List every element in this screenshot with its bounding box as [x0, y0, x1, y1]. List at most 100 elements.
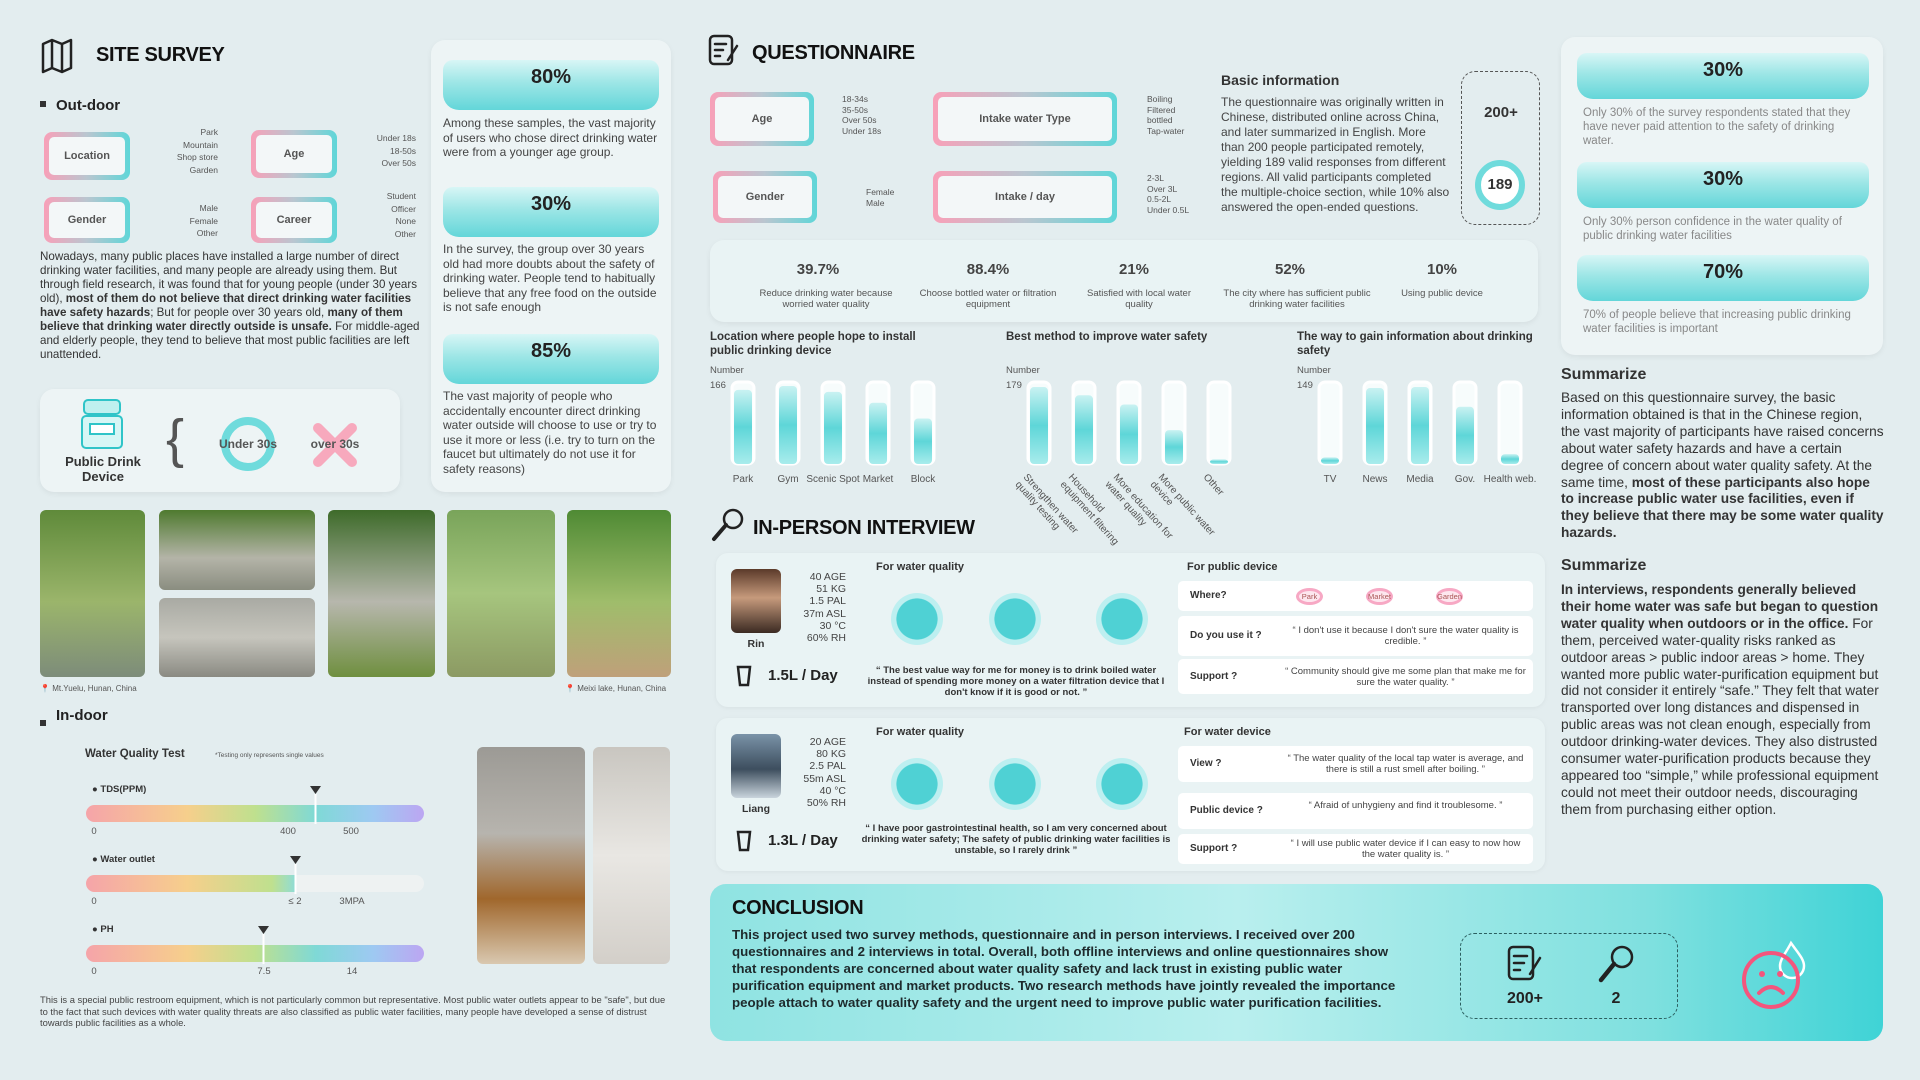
x-tick-label: Gym [777, 474, 799, 485]
form-icon [708, 34, 739, 66]
x-tick-label: Block [910, 474, 936, 485]
heading: For water quality [876, 561, 965, 573]
chart-plot: 149 [1297, 380, 1523, 466]
bar [824, 391, 842, 464]
test-title: Water Quality Test [85, 748, 185, 760]
y-tick-label: 179 [1006, 380, 1022, 391]
badge-box [1461, 71, 1540, 225]
portrait [731, 734, 781, 798]
chart: Location where people hope to install pu… [708, 330, 940, 500]
caption: Mt.Yuelu, Hunan, China [52, 684, 137, 693]
question: View ? [1190, 758, 1222, 769]
where-option: Park [1296, 587, 1323, 605]
stat: 1.5 PAL [809, 595, 846, 608]
summary-text: Based on this questionnaire survey, the … [1561, 390, 1885, 542]
chart-title: Location where people hope to install pu… [710, 331, 916, 357]
question: Support ? [1190, 843, 1238, 854]
factor-options: Female Male [866, 187, 916, 208]
tube [1317, 380, 1343, 466]
y-tick-label: 149 [1297, 380, 1313, 391]
cup-icon [736, 665, 752, 687]
chart-plot: 166 [710, 380, 936, 466]
option: 2-3L [1147, 173, 1165, 183]
option: Male [199, 203, 218, 213]
option: 0.5-2L [1147, 194, 1172, 204]
text: PH [100, 924, 114, 935]
subheading: Out-door [56, 97, 121, 114]
text: Water outlet [100, 854, 155, 865]
chart-title: Best method to improve water safety [1006, 331, 1208, 343]
bar [914, 418, 932, 464]
quote: “ The best value way for me for money is… [867, 665, 1165, 698]
badge: 189 [1487, 176, 1513, 193]
insight-text: Only 30% of the survey respondents state… [1583, 107, 1851, 147]
stat-value: 52% [1274, 261, 1306, 278]
section-title: SITE SURVEY [96, 44, 225, 66]
stat-label: Using public device [1401, 288, 1483, 299]
bar [1366, 388, 1384, 464]
stat: 51 KG [816, 583, 846, 596]
cup [736, 830, 752, 852]
photo [477, 747, 585, 964]
factor-box: Career [251, 197, 337, 243]
section-title: CONCLUSION [732, 897, 864, 919]
stat-value: 10% [1426, 261, 1458, 278]
bar [1321, 457, 1339, 464]
scale-tick: 0 [91, 896, 97, 907]
factor-label: Gender [49, 202, 125, 238]
bar [1456, 406, 1474, 464]
stat-label: Reduce drinking water because worried wa… [759, 288, 893, 310]
stat: 40 AGE [809, 571, 846, 583]
answer: “ I will use public water device if I ca… [1290, 838, 1521, 860]
where-option: Garden [1436, 587, 1463, 605]
percent-banner: 30% [1577, 53, 1869, 99]
factor-box: Age [251, 130, 337, 178]
badge: 200+ [1484, 104, 1518, 121]
bar [1120, 404, 1138, 464]
option: Student [386, 191, 416, 201]
factor-options: Boiling Filtered bottled Tap-water [1147, 94, 1207, 136]
stats-card [710, 240, 1538, 322]
option: Female [189, 215, 218, 226]
person-stats: 40 AGE 51 KG 1.5 PAL 37m ASL 30 °C 60% RH [786, 571, 846, 644]
option: None [395, 216, 416, 226]
scale-name: ● TDS(PPM) [92, 784, 147, 795]
person-name: Rin [747, 638, 765, 650]
marker [310, 786, 321, 824]
scale-tick: 500 [343, 826, 359, 837]
qa-row: Support ? “ I will use public water devic… [1178, 834, 1533, 864]
tube [1206, 380, 1232, 466]
text: Based on this questionnaire survey, the … [1561, 390, 1884, 490]
chart-plot: 179 [1006, 380, 1232, 466]
photo [328, 510, 435, 677]
scale-tick: 7.5 [257, 966, 271, 977]
x-tick-label: News [1362, 474, 1388, 485]
photo [159, 510, 315, 590]
quality-icon [1096, 593, 1148, 645]
x-tick-label: Health web. [1483, 474, 1537, 485]
intake: 1.3L / Day [768, 832, 838, 849]
mic-icon [712, 508, 744, 541]
bar [734, 389, 752, 464]
stat: 50% RH [806, 797, 846, 810]
bar [1501, 454, 1519, 464]
factor-options: 18-34s 35-50s Over 50s Under 18s [842, 94, 902, 136]
brace: { [166, 409, 185, 469]
stat-label: Satisfied with local water quality [1086, 288, 1192, 310]
conclusion-card [710, 884, 1883, 1041]
answer: “ The water quality of the local tap wat… [1287, 753, 1524, 775]
test-note: *Testing only represents single values [215, 752, 324, 759]
text: ; But for people over 30 years old, [150, 306, 328, 319]
scale-bar [86, 945, 424, 962]
option: Under 18s [376, 133, 416, 143]
chart: Best method to improve water safety Numbe… [1004, 330, 1240, 547]
bar [1411, 386, 1429, 464]
stat: 37m ASL [803, 607, 846, 620]
quality-icon [891, 593, 943, 645]
scale-tick: 3MPA [339, 896, 365, 907]
device-label: Public Drink Device [65, 454, 141, 484]
photo [159, 598, 315, 677]
cup [736, 665, 752, 687]
question: Do you use it ? [1190, 630, 1262, 641]
x-tick-label: Gov. [1454, 474, 1476, 485]
